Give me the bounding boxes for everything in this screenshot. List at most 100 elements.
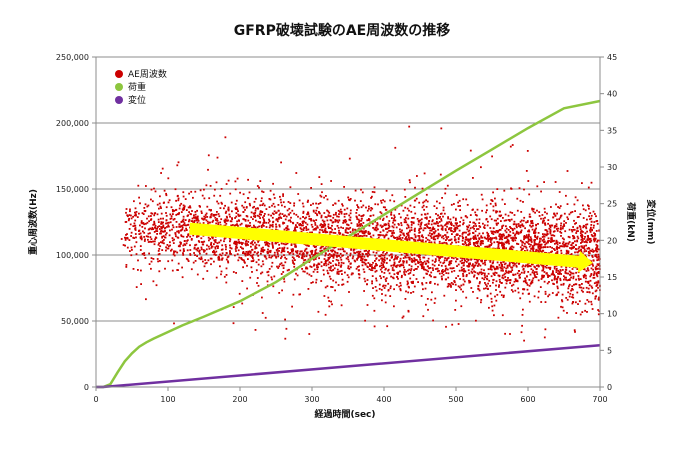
ae-point bbox=[354, 234, 356, 236]
ae-point bbox=[450, 284, 452, 287]
ae-point bbox=[144, 203, 147, 206]
ae-point bbox=[421, 240, 424, 243]
chart-title: GFRP破壊試験のAE周波数の推移 bbox=[234, 22, 451, 39]
ae-point bbox=[412, 221, 415, 224]
ae-point bbox=[342, 254, 344, 257]
ae-point bbox=[484, 276, 486, 279]
ae-point bbox=[526, 288, 529, 291]
ae-point bbox=[583, 248, 586, 251]
ae-point bbox=[556, 218, 558, 221]
ae-point bbox=[428, 232, 431, 235]
ae-point bbox=[434, 230, 437, 232]
ae-point bbox=[142, 213, 145, 215]
ae-point bbox=[563, 245, 565, 248]
ae-point bbox=[138, 212, 140, 215]
ae-point bbox=[458, 229, 461, 232]
ae-point bbox=[408, 256, 411, 259]
ae-point bbox=[233, 242, 235, 245]
ae-point bbox=[417, 281, 419, 283]
ae-point bbox=[210, 263, 212, 266]
ae-point bbox=[396, 257, 398, 260]
ae-point bbox=[199, 252, 201, 255]
ae-point bbox=[122, 244, 125, 246]
ae-point bbox=[259, 221, 261, 224]
ae-point bbox=[281, 264, 284, 267]
ae-point bbox=[191, 210, 193, 212]
ae-point bbox=[189, 205, 191, 208]
ae-point bbox=[217, 202, 220, 205]
ae-point bbox=[150, 218, 153, 220]
ae-point bbox=[271, 261, 274, 264]
ae-point bbox=[328, 233, 331, 236]
ae-point bbox=[555, 271, 558, 273]
ae-point bbox=[125, 211, 127, 214]
ae-point bbox=[160, 207, 162, 209]
ae-point bbox=[125, 264, 128, 266]
ae-point bbox=[132, 268, 135, 270]
ae-point bbox=[203, 240, 206, 243]
ae-point bbox=[361, 235, 364, 238]
ae-point bbox=[174, 232, 177, 234]
ae-point bbox=[147, 241, 150, 243]
ae-point bbox=[195, 248, 198, 251]
ae-point bbox=[182, 254, 185, 256]
ae-point bbox=[301, 254, 304, 256]
ae-point bbox=[235, 250, 237, 252]
ae-point bbox=[510, 237, 513, 239]
ae-point bbox=[200, 258, 203, 260]
ae-point bbox=[386, 257, 388, 260]
ae-point bbox=[547, 219, 550, 221]
ae-point bbox=[372, 251, 375, 254]
ae-point bbox=[587, 205, 590, 208]
ae-point bbox=[320, 261, 323, 264]
ae-point bbox=[289, 211, 292, 214]
ae-point bbox=[521, 324, 523, 327]
ae-point bbox=[333, 250, 336, 253]
ae-point bbox=[310, 204, 312, 206]
ae-point bbox=[473, 227, 475, 230]
ae-point bbox=[406, 227, 408, 230]
ae-point bbox=[577, 216, 580, 218]
ae-point bbox=[307, 199, 309, 202]
ae-point bbox=[244, 201, 247, 204]
ae-point bbox=[488, 306, 490, 309]
ae-point bbox=[247, 258, 249, 260]
ae-point bbox=[402, 264, 405, 267]
ae-point bbox=[477, 228, 480, 230]
ae-point bbox=[455, 217, 457, 220]
ae-point bbox=[284, 214, 286, 217]
ae-point bbox=[278, 292, 281, 294]
ae-point bbox=[433, 205, 436, 207]
ae-point bbox=[158, 270, 161, 273]
ae-point bbox=[358, 230, 361, 233]
ae-point bbox=[366, 304, 369, 306]
ae-point bbox=[531, 271, 534, 274]
ae-point bbox=[235, 240, 238, 243]
ae-point bbox=[476, 241, 479, 244]
ae-point bbox=[270, 256, 273, 259]
ae-point bbox=[349, 263, 352, 265]
ae-point bbox=[140, 220, 143, 222]
ae-point bbox=[523, 339, 525, 342]
ae-point bbox=[456, 265, 458, 267]
ae-point bbox=[525, 236, 528, 239]
ae-point bbox=[371, 222, 374, 225]
ae-point bbox=[565, 278, 567, 281]
ae-point bbox=[294, 226, 296, 229]
ae-point bbox=[241, 243, 243, 246]
ae-point bbox=[281, 213, 284, 215]
ae-point bbox=[211, 237, 214, 240]
ae-point bbox=[590, 274, 593, 276]
ae-point bbox=[262, 246, 264, 249]
ae-point bbox=[273, 205, 276, 208]
ae-point bbox=[150, 215, 152, 217]
ae-point bbox=[372, 234, 375, 237]
ae-point bbox=[415, 197, 418, 200]
ae-point bbox=[247, 241, 250, 243]
ae-point bbox=[149, 232, 151, 235]
ae-point bbox=[524, 281, 527, 284]
ae-point bbox=[468, 229, 471, 232]
ae-point bbox=[224, 136, 227, 139]
ae-point bbox=[541, 250, 543, 253]
ae-point bbox=[418, 227, 421, 230]
